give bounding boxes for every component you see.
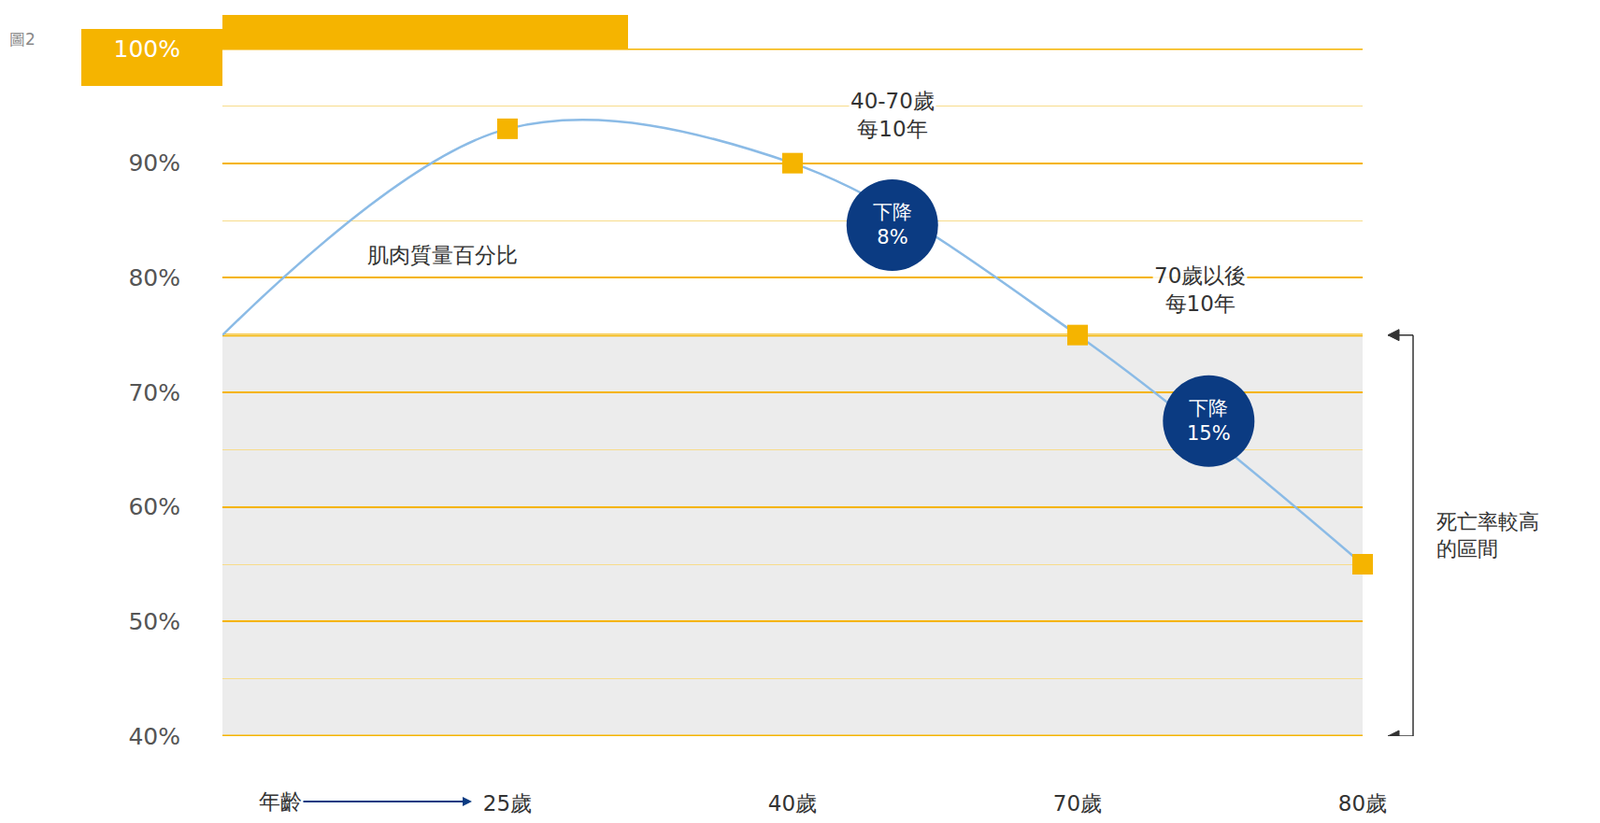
svg-text:60%: 60%: [128, 493, 181, 521]
svg-text:80歲: 80歲: [1338, 791, 1387, 816]
svg-text:死亡率較高的區間: 死亡率較高的區間: [1436, 510, 1540, 561]
svg-text:100%: 100%: [114, 35, 181, 63]
svg-text:40%: 40%: [128, 723, 181, 751]
svg-text:肌肉質量百分比: 肌肉質量百分比: [367, 242, 518, 268]
svg-text:下降15%: 下降15%: [1186, 397, 1231, 445]
svg-text:70%: 70%: [128, 379, 181, 407]
svg-text:40-70歲每10年: 40-70歲每10年: [850, 88, 935, 142]
svg-text:年齡: 年齡: [258, 789, 302, 815]
svg-text:70歲以後每10年: 70歲以後每10年: [1154, 263, 1246, 316]
svg-text:50%: 50%: [128, 608, 181, 636]
svg-text:25歲: 25歲: [483, 791, 532, 816]
svg-text:下降8%: 下降8%: [872, 200, 913, 249]
svg-text:90%: 90%: [128, 149, 181, 177]
svg-text:圖2: 圖2: [9, 29, 36, 49]
svg-text:40歲: 40歲: [768, 791, 817, 816]
svg-text:70歲: 70歲: [1053, 791, 1102, 816]
svg-text:80%: 80%: [128, 264, 181, 292]
